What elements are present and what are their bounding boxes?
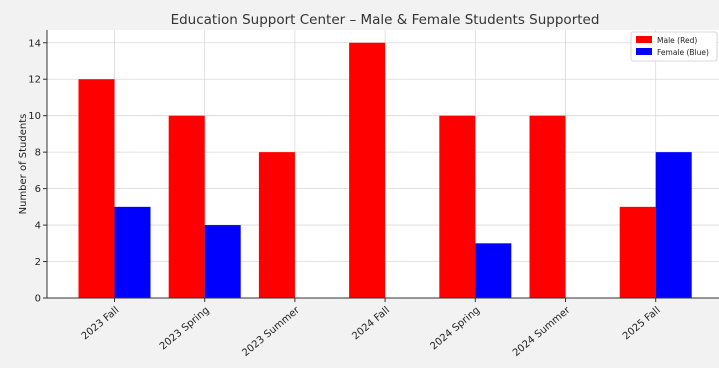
male-bar-2024-spring (439, 115, 476, 298)
male-bar-2023-fall (78, 79, 115, 298)
legend-box (630, 31, 718, 62)
female-bar-2023-spring (204, 225, 241, 298)
legend: Male (Red) Female (Blue) (630, 31, 718, 62)
y-tick-label: 12 (28, 75, 41, 86)
chart-title: Education Support Center – Male & Female… (171, 12, 600, 28)
y-tick-label: 2 (35, 257, 41, 268)
y-axis-label: Number of Students (18, 114, 29, 215)
female-bar-2024-spring (475, 243, 512, 298)
male-bar-2024-fall (349, 42, 386, 299)
male-bar-2025-fall (619, 206, 656, 298)
male-bar-2023-spring (168, 115, 205, 298)
y-tick-label: 6 (35, 184, 41, 195)
y-tick-label: 10 (28, 111, 41, 122)
legend-label: Male (Red) (657, 36, 697, 45)
y-tick-label: 14 (28, 38, 41, 49)
y-tick-label: 0 (35, 294, 41, 305)
legend-label: Female (Blue) (657, 48, 709, 57)
male-bar-2024-summer (529, 115, 566, 298)
legend-swatch (636, 48, 652, 55)
y-tick-labels: 0 2 4 6 8 10 12 14 (28, 38, 47, 305)
bars (78, 42, 692, 299)
y-tick-label: 4 (35, 221, 41, 232)
legend-swatch (636, 36, 652, 43)
male-bar-2023-summer (258, 152, 295, 298)
female-bar-2025-fall (655, 152, 692, 298)
female-bar-2023-fall (114, 206, 151, 298)
y-tick-label: 8 (35, 148, 41, 159)
